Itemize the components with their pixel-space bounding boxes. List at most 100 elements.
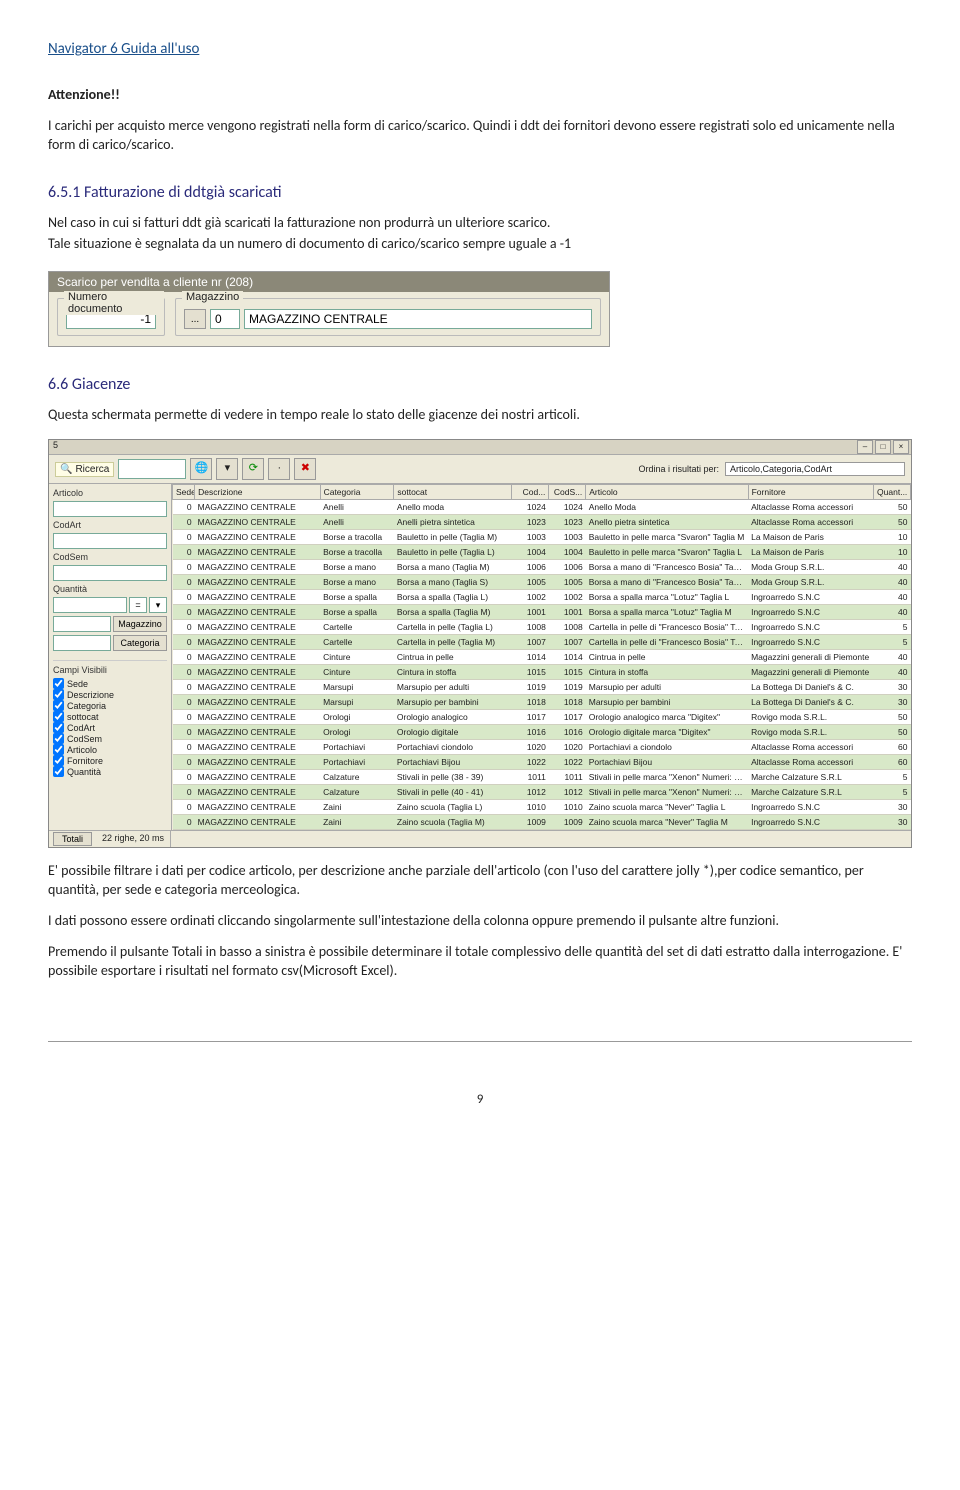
filter-quantita-op[interactable] [129,597,147,613]
filter-articolo-input[interactable] [53,501,167,517]
table-cell: 30 [874,815,911,830]
campo-checkbox-input[interactable] [53,722,64,733]
table-row[interactable]: 0MAGAZZINO CENTRALEBorse a tracollaBaule… [173,530,911,545]
filter-categoria-button[interactable]: Categoria [113,635,167,651]
campo-checkbox[interactable]: Descrizione [53,689,167,700]
totali-button[interactable]: Totali [53,832,92,846]
campo-checkbox-input[interactable] [53,689,64,700]
table-row[interactable]: 0MAGAZZINO CENTRALEMarsupiMarsupio per a… [173,680,911,695]
table-cell: 1006 [512,560,549,575]
table-cell: 1003 [549,530,586,545]
table-row[interactable]: 0MAGAZZINO CENTRALECintureCintrua in pel… [173,650,911,665]
table-header[interactable]: Descrizione [195,485,320,500]
campo-checkbox[interactable]: sottocat [53,711,167,722]
campo-checkbox[interactable]: CodSem [53,733,167,744]
table-cell: 1011 [512,770,549,785]
campo-checkbox[interactable]: Categoria [53,700,167,711]
table-header[interactable]: Cod... [512,485,549,500]
table-cell: Orologio analogico [394,710,512,725]
table-cell: 40 [874,560,911,575]
table-cell: 1018 [512,695,549,710]
campo-checkbox-input[interactable] [53,678,64,689]
table-row[interactable]: 0MAGAZZINO CENTRALEAnelliAnello moda1024… [173,500,911,515]
table-header[interactable]: Sede [173,485,195,500]
campo-checkbox-input[interactable] [53,766,64,777]
campo-checkbox[interactable]: Quantità [53,766,167,777]
filter-magazzino-input[interactable] [53,616,111,632]
table-row[interactable]: 0MAGAZZINO CENTRALECalzatureStivali in p… [173,770,911,785]
campo-checkbox[interactable]: Fornitore [53,755,167,766]
filter-codart-input[interactable] [53,533,167,549]
table-row[interactable]: 0MAGAZZINO CENTRALEMarsupiMarsupio per b… [173,695,911,710]
toolbar-delete-icon[interactable]: ✖ [294,458,316,480]
filter-codsem-input[interactable] [53,565,167,581]
table-cell: 50 [874,515,911,530]
table-cell: MAGAZZINO CENTRALE [195,515,320,530]
magazzino-code-input[interactable] [210,309,240,329]
table-row[interactable]: 0MAGAZZINO CENTRALEBorse a spallaBorsa a… [173,605,911,620]
group-numero-documento: Numero documento [57,298,165,336]
table-header[interactable]: CodS... [549,485,586,500]
table-cell: 0 [173,605,195,620]
campo-checkbox[interactable]: CodArt [53,722,167,733]
magazzino-lookup-button[interactable]: ... [184,309,206,329]
table-cell: 30 [874,695,911,710]
table-cell: Ingroarredo S.N.C [748,800,873,815]
table-header[interactable]: Fornitore [748,485,873,500]
table-cell: Borse a spalla [320,605,394,620]
table-row[interactable]: 0MAGAZZINO CENTRALECalzatureStivali in p… [173,785,911,800]
table-cell: 5 [874,635,911,650]
table-cell: Cintrua in pelle [586,650,748,665]
table-row[interactable]: 0MAGAZZINO CENTRALEZainiZaino scuola (Ta… [173,800,911,815]
table-row[interactable]: 0MAGAZZINO CENTRALEBorse a spallaBorsa a… [173,590,911,605]
table-cell: Altaclasse Roma accessori [748,740,873,755]
search-input[interactable] [118,459,186,479]
window-maximize-icon[interactable]: □ [875,440,891,454]
campo-checkbox-label: Fornitore [67,756,103,766]
table-row[interactable]: 0MAGAZZINO CENTRALEPortachiaviPortachiav… [173,740,911,755]
table-cell: 0 [173,680,195,695]
table-row[interactable]: 0MAGAZZINO CENTRALECartelleCartella in p… [173,635,911,650]
filter-quantita-input[interactable] [53,597,127,613]
table-header[interactable]: Quant... [874,485,911,500]
campo-checkbox-input[interactable] [53,744,64,755]
table-cell: Anello moda [394,500,512,515]
table-row[interactable]: 0MAGAZZINO CENTRALEBorse a manoBorsa a m… [173,560,911,575]
filter-magazzino-button[interactable]: Magazzino [113,616,167,632]
table-row[interactable]: 0MAGAZZINO CENTRALEPortachiaviPortachiav… [173,755,911,770]
table-cell: Altaclasse Roma accessori [748,515,873,530]
table-row[interactable]: 0MAGAZZINO CENTRALEBorse a manoBorsa a m… [173,575,911,590]
table-row[interactable]: 0MAGAZZINO CENTRALEOrologiOrologio analo… [173,710,911,725]
table-row[interactable]: 0MAGAZZINO CENTRALECartelleCartella in p… [173,620,911,635]
campo-checkbox-input[interactable] [53,711,64,722]
window-minimize-icon[interactable]: – [857,440,873,454]
table-header[interactable]: sottocat [394,485,512,500]
filter-quantita-dd[interactable] [149,597,167,613]
table-cell: Altaclasse Roma accessori [748,755,873,770]
campo-checkbox[interactable]: Articolo [53,744,167,755]
toolbar-globe-icon[interactable]: 🌐 [190,458,212,480]
table-cell: 1016 [549,725,586,740]
table-cell: La Bottega Di Daniel's & C. [748,695,873,710]
campo-checkbox-input[interactable] [53,755,64,766]
campo-checkbox-input[interactable] [53,733,64,744]
table-cell: Portachiavi Bijou [394,755,512,770]
table-header[interactable]: Articolo [586,485,748,500]
panel-giacenze: 5 – □ × 🔍 Ricerca 🌐 ▾ ⟳ · ✖ Ordina i ris… [48,439,912,848]
table-row[interactable]: 0MAGAZZINO CENTRALEAnelliAnelli pietra s… [173,515,911,530]
filter-categoria-input[interactable] [53,635,111,651]
table-row[interactable]: 0MAGAZZINO CENTRALECintureCintura in sto… [173,665,911,680]
table-header[interactable]: Categoria [320,485,394,500]
table-row[interactable]: 0MAGAZZINO CENTRALEZainiZaino scuola (Ta… [173,815,911,830]
toolbar-dropdown-icon[interactable]: ▾ [216,458,238,480]
campo-checkbox[interactable]: Sede [53,678,167,689]
toolbar-refresh-icon[interactable]: ⟳ [242,458,264,480]
window-close-icon[interactable]: × [893,440,909,454]
campo-checkbox-input[interactable] [53,700,64,711]
table-row[interactable]: 0MAGAZZINO CENTRALEBorse a tracollaBaule… [173,545,911,560]
sort-value[interactable]: Articolo,Categoria,CodArt [725,462,905,476]
magazzino-desc-input[interactable] [244,309,592,329]
filter-quantita-label: Quantità [53,584,167,594]
table-cell: 1008 [512,620,549,635]
table-row[interactable]: 0MAGAZZINO CENTRALEOrologiOrologio digit… [173,725,911,740]
